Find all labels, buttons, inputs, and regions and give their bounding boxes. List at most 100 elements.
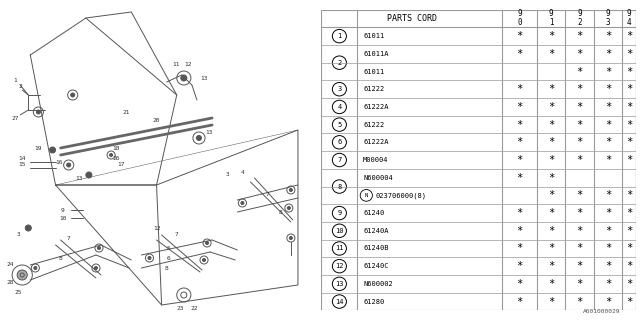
Circle shape (289, 188, 292, 191)
Text: *: * (577, 49, 582, 59)
Text: 3: 3 (16, 233, 20, 237)
Text: *: * (548, 190, 554, 200)
Text: *: * (577, 84, 582, 94)
Text: 61222: 61222 (363, 86, 385, 92)
Text: *: * (626, 49, 632, 59)
Text: 61011: 61011 (363, 68, 385, 75)
Text: 61222A: 61222A (363, 139, 388, 145)
Text: *: * (548, 279, 554, 289)
Text: *: * (577, 297, 582, 307)
Text: 8: 8 (279, 210, 283, 214)
Text: *: * (577, 208, 582, 218)
Text: *: * (577, 279, 582, 289)
Text: 7: 7 (175, 233, 179, 237)
Text: *: * (516, 261, 523, 271)
Text: 25: 25 (15, 290, 22, 294)
Text: *: * (605, 137, 611, 147)
Text: 11: 11 (172, 62, 179, 68)
Text: *: * (626, 279, 632, 289)
Text: *: * (626, 67, 632, 76)
Text: 4: 4 (337, 104, 342, 110)
Text: 14: 14 (335, 299, 344, 305)
Text: *: * (516, 279, 523, 289)
Text: *: * (548, 137, 554, 147)
Circle shape (70, 93, 75, 97)
Text: 22: 22 (190, 306, 198, 310)
Text: 61011A: 61011A (363, 51, 388, 57)
Text: 2: 2 (19, 84, 22, 89)
Text: 9
0: 9 0 (517, 10, 522, 28)
Text: *: * (605, 208, 611, 218)
Text: 3: 3 (337, 86, 342, 92)
Text: *: * (577, 67, 582, 76)
Text: 12: 12 (335, 263, 344, 269)
Text: *: * (516, 226, 523, 236)
Text: 27: 27 (12, 116, 19, 121)
Text: 8: 8 (59, 255, 63, 260)
Text: *: * (626, 226, 632, 236)
Text: *: * (577, 190, 582, 200)
Circle shape (49, 147, 56, 153)
Text: 4: 4 (241, 171, 244, 175)
Text: 1: 1 (13, 77, 17, 83)
Text: *: * (626, 84, 632, 94)
Circle shape (202, 259, 205, 261)
Text: M00004: M00004 (363, 157, 388, 163)
Text: *: * (626, 261, 632, 271)
Text: *: * (626, 120, 632, 130)
Text: *: * (605, 120, 611, 130)
Text: *: * (577, 137, 582, 147)
Text: 8: 8 (337, 184, 342, 189)
Text: 12: 12 (153, 226, 160, 230)
Text: *: * (605, 190, 611, 200)
Text: 24: 24 (6, 262, 14, 268)
Text: 13: 13 (200, 76, 208, 81)
Circle shape (17, 270, 28, 280)
Text: *: * (605, 67, 611, 76)
Text: 61222A: 61222A (363, 104, 388, 110)
Text: *: * (626, 244, 632, 253)
Circle shape (180, 75, 187, 81)
Text: *: * (516, 84, 523, 94)
Text: *: * (577, 102, 582, 112)
Text: 15: 15 (19, 163, 26, 167)
Text: 10: 10 (335, 228, 344, 234)
Text: *: * (516, 244, 523, 253)
Text: *: * (548, 244, 554, 253)
Text: *: * (605, 244, 611, 253)
Text: 19: 19 (35, 146, 42, 150)
Text: 5: 5 (337, 122, 342, 128)
Text: *: * (605, 49, 611, 59)
Text: *: * (516, 49, 523, 59)
Text: 11: 11 (335, 245, 344, 252)
Text: 18: 18 (113, 146, 120, 150)
Text: *: * (516, 31, 523, 41)
Circle shape (95, 267, 97, 269)
Text: 7: 7 (67, 236, 70, 241)
Circle shape (109, 154, 113, 156)
Text: 16: 16 (55, 159, 62, 164)
Circle shape (241, 202, 244, 204)
Text: *: * (548, 120, 554, 130)
Circle shape (289, 236, 292, 239)
Text: *: * (577, 244, 582, 253)
Circle shape (86, 172, 92, 178)
Text: 2: 2 (337, 60, 342, 66)
Text: 61280: 61280 (363, 299, 385, 305)
Text: *: * (626, 190, 632, 200)
Text: N: N (365, 193, 368, 198)
Text: *: * (605, 84, 611, 94)
Text: 61240: 61240 (363, 210, 385, 216)
Text: *: * (626, 137, 632, 147)
Text: *: * (516, 120, 523, 130)
Text: 9: 9 (61, 207, 65, 212)
Text: *: * (626, 297, 632, 307)
Text: *: * (577, 226, 582, 236)
Text: 8: 8 (164, 266, 168, 270)
Text: *: * (626, 208, 632, 218)
Text: 13: 13 (205, 130, 213, 134)
Text: *: * (577, 31, 582, 41)
Text: *: * (605, 102, 611, 112)
Text: 9: 9 (337, 210, 342, 216)
Text: *: * (577, 120, 582, 130)
